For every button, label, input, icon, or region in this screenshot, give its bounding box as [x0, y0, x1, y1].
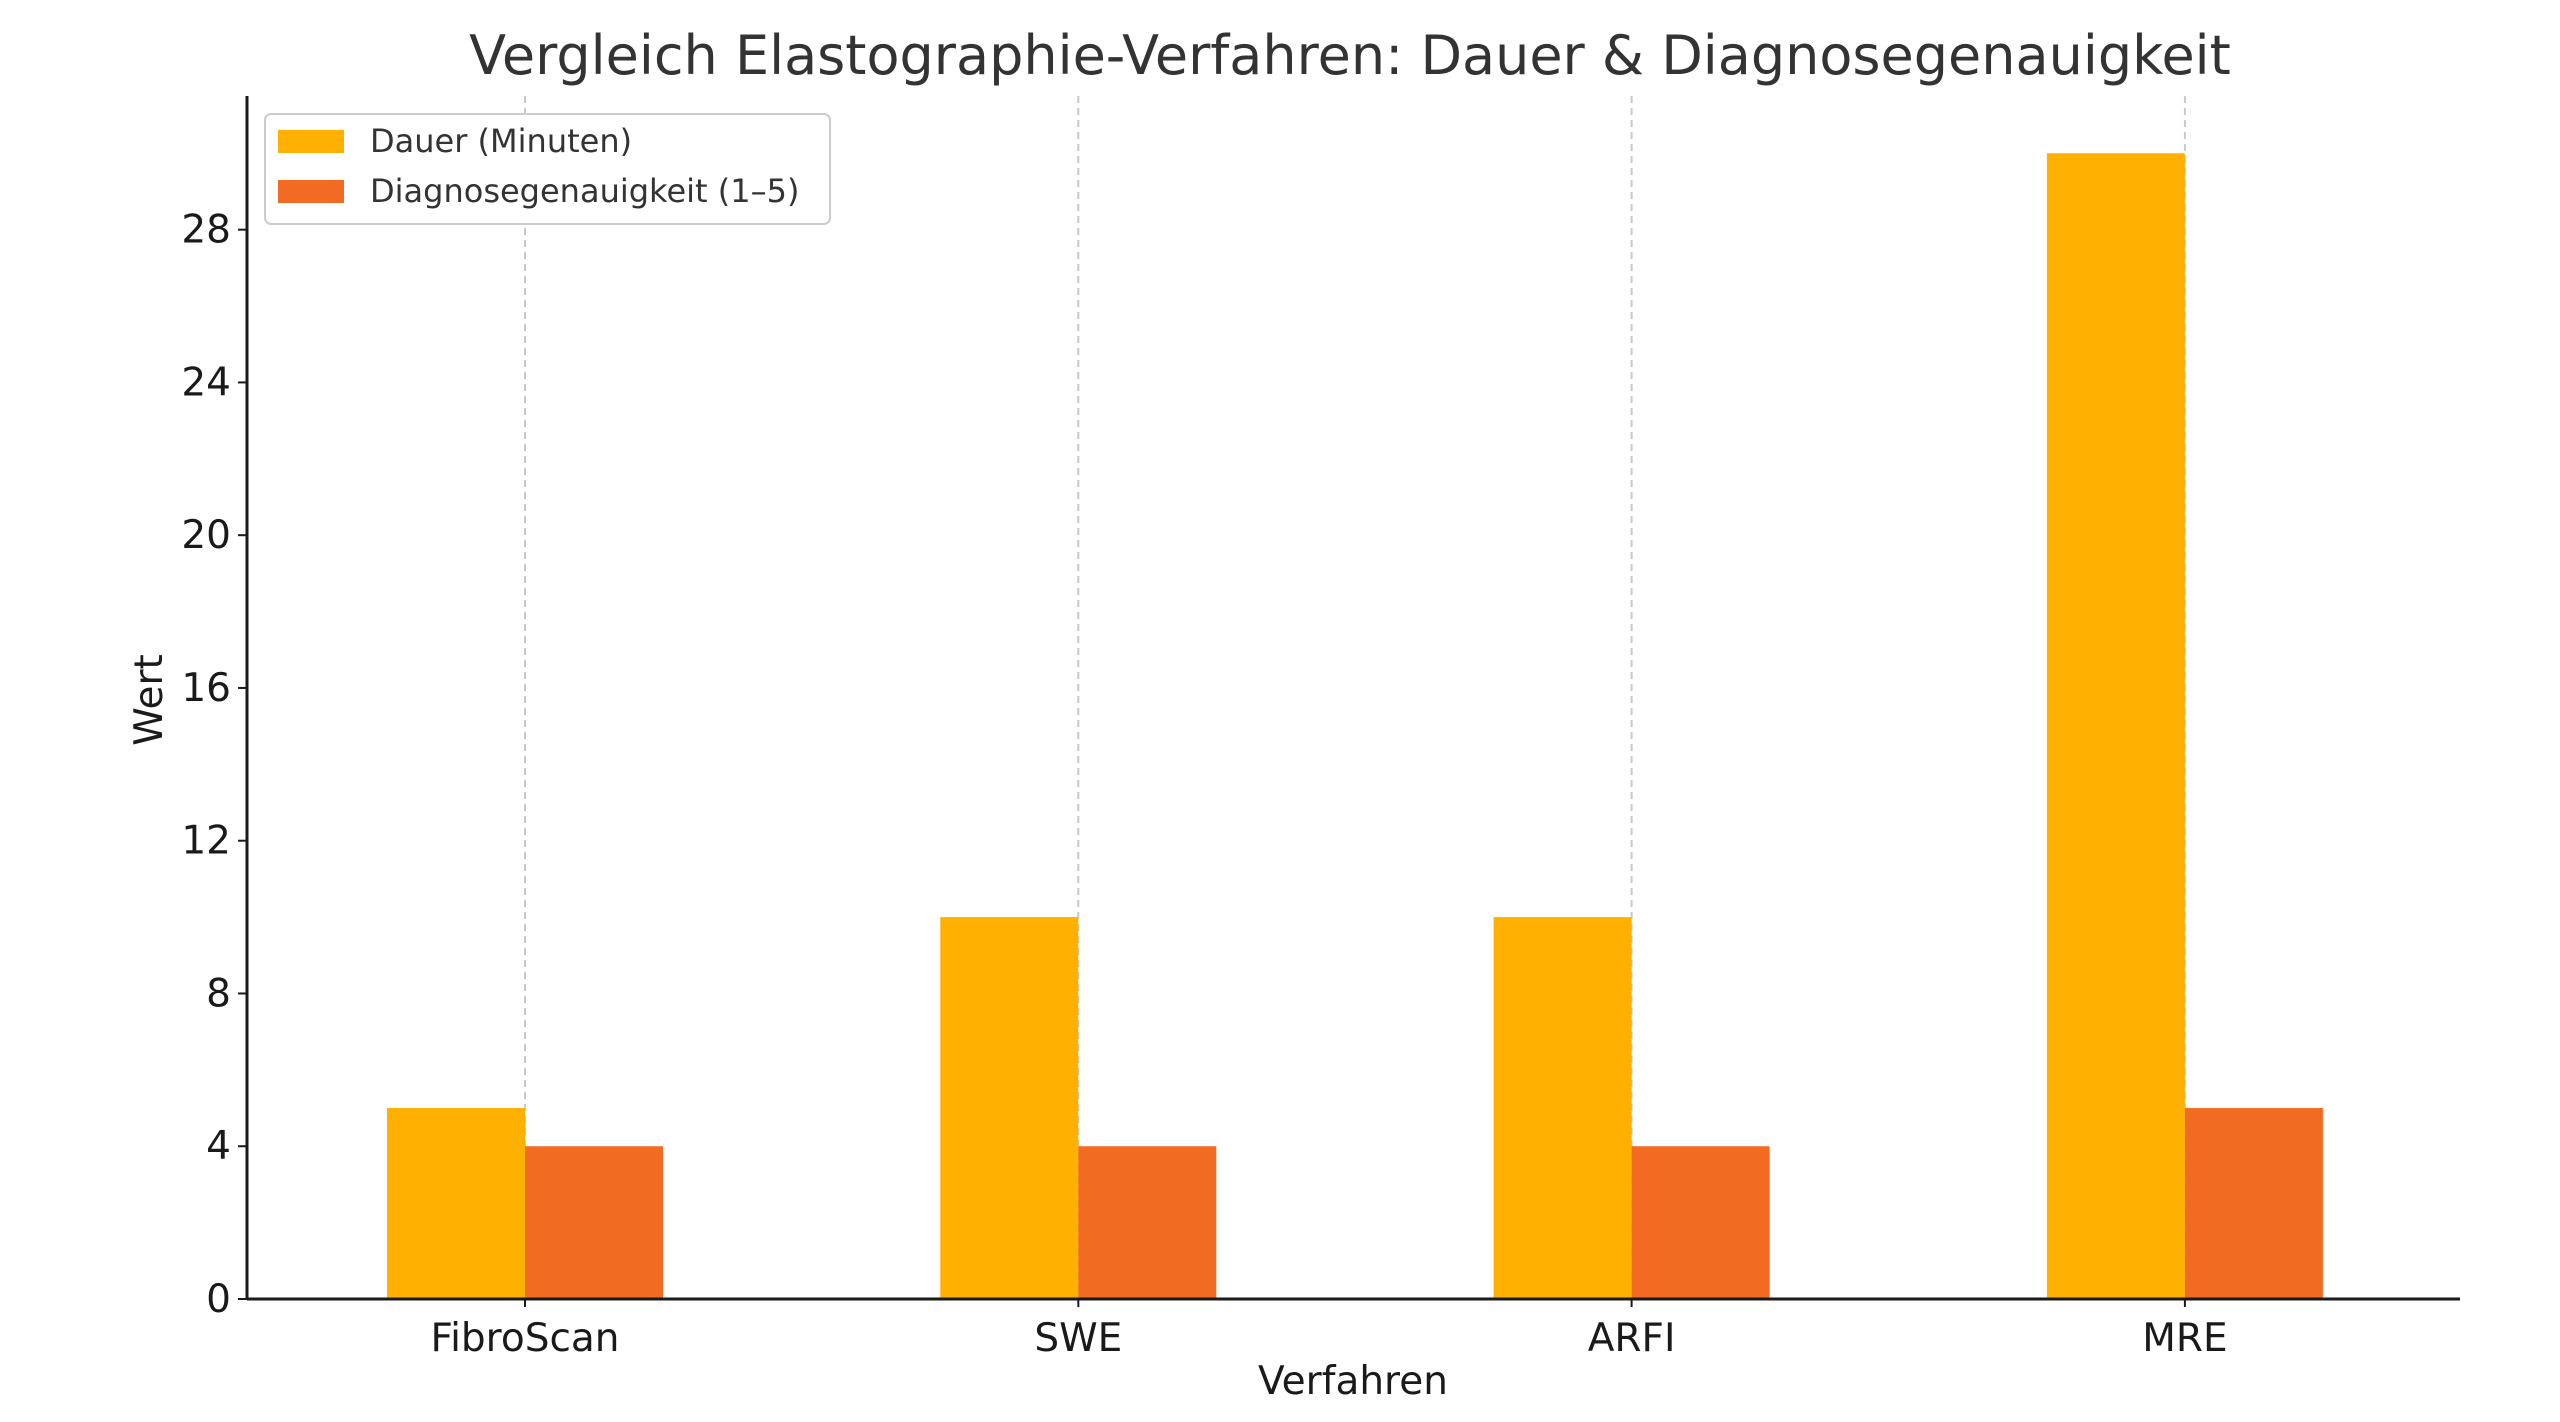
grid-lines: [524, 96, 2186, 1299]
x-tick-label: FibroScan: [430, 1316, 619, 1361]
bar-dauer-swe: [940, 917, 1079, 1299]
legend-label-dauer: Dauer (Minuten): [370, 122, 632, 160]
x-axis-label: Verfahren: [1258, 1359, 1448, 1404]
legend: Dauer (Minuten) Diagnosegenauigkeit (1–5…: [264, 113, 831, 225]
y-tick-label: 16: [181, 666, 231, 711]
bar-dauer-arfi: [1493, 917, 1632, 1299]
legend-swatch-dauer: [278, 130, 344, 153]
y-tick-label: 20: [181, 513, 231, 558]
legend-frame: [264, 113, 831, 225]
x-ticks: FibroScan SWE ARFI MRE: [430, 1299, 2228, 1361]
y-axis-label: Wert: [127, 654, 172, 746]
y-tick-label: 28: [181, 208, 231, 253]
y-ticks: 0 4 8 12 16 20 24 28: [181, 208, 247, 1322]
legend-label-genauigkeit: Diagnosegenauigkeit (1–5): [370, 172, 799, 210]
bar-genauigkeit-mre: [2184, 1108, 2323, 1299]
bar-dauer-fibroscan: [387, 1108, 525, 1299]
x-tick-label: MRE: [2142, 1316, 2227, 1361]
legend-swatch-genauigkeit: [278, 180, 344, 203]
bar-dauer-mre: [2046, 153, 2185, 1299]
x-tick-label: SWE: [1034, 1316, 1122, 1361]
bar-genauigkeit-fibroscan: [525, 1146, 663, 1299]
y-tick-label: 12: [181, 819, 231, 864]
chart-title: Vergleich Elastographie-Verfahren: Dauer…: [469, 24, 2231, 87]
x-tick-label: ARFI: [1588, 1316, 1676, 1361]
bar-genauigkeit-arfi: [1631, 1146, 1770, 1299]
y-tick-label: 24: [181, 360, 231, 405]
y-tick-label: 0: [206, 1277, 231, 1322]
y-tick-label: 8: [206, 971, 231, 1016]
bars: [387, 153, 2323, 1299]
y-tick-label: 4: [206, 1124, 231, 1169]
bar-genauigkeit-swe: [1078, 1146, 1217, 1299]
